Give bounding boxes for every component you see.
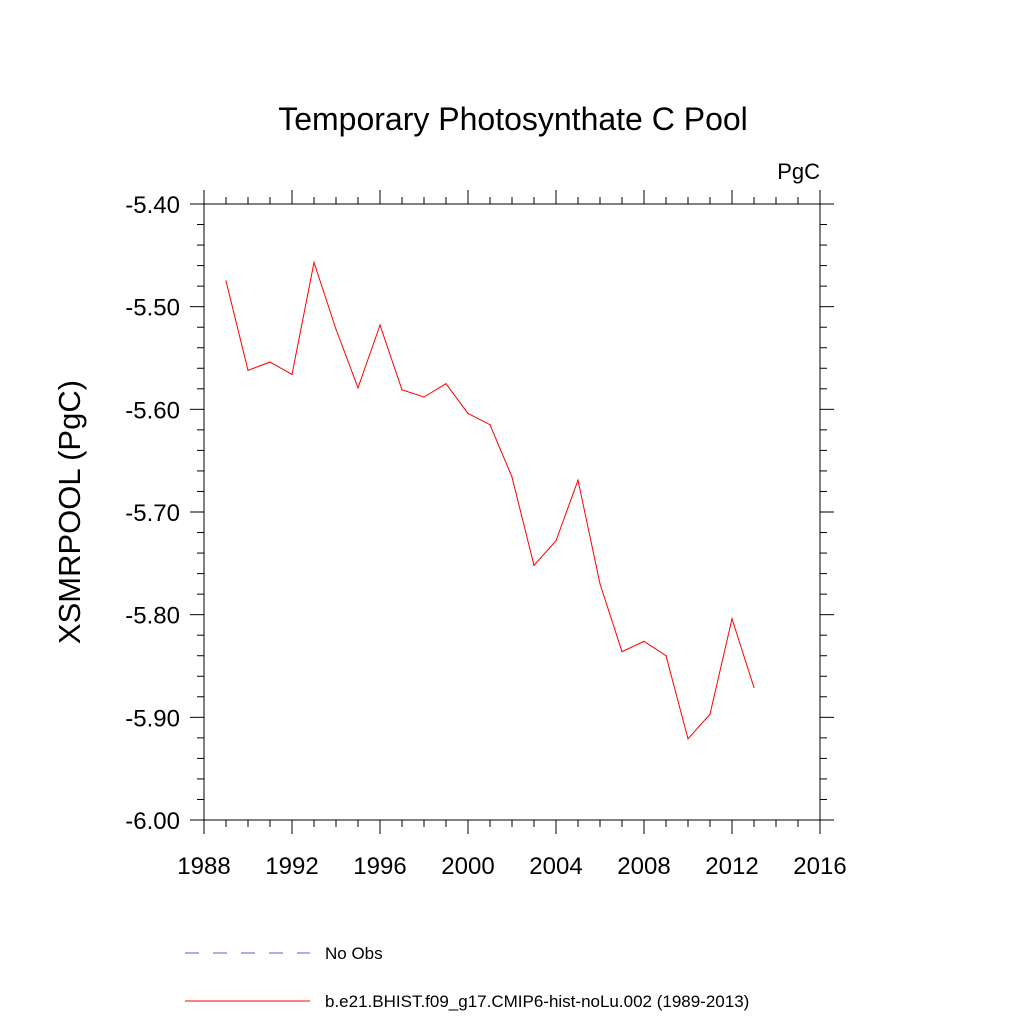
y-tick-label: -5.60 [125, 397, 180, 424]
data-point [335, 328, 337, 330]
x-tick-label: 2012 [705, 853, 758, 880]
data-point [379, 324, 381, 326]
data-point [423, 396, 425, 398]
y-axis-label: XSMRPOOL (PgC) [52, 380, 87, 644]
data-point [533, 564, 535, 566]
x-tick-label: 2000 [441, 853, 494, 880]
data-point [489, 424, 491, 426]
data-point [621, 651, 623, 653]
data-point [555, 540, 557, 542]
data-point [577, 479, 579, 481]
data-point [511, 476, 513, 478]
y-axis: -6.00 -5.90 -5.80 -5.70 -5.60 -5.50 -5.40 [125, 192, 834, 835]
data-point [445, 383, 447, 385]
data-point [467, 412, 469, 415]
data-point [753, 686, 755, 689]
x-tick-label: 1992 [265, 853, 318, 880]
data-point [313, 261, 315, 264]
legend-label-no-obs: No Obs [325, 944, 383, 963]
plot-frame [203, 203, 821, 821]
data-point [643, 640, 645, 642]
y-tick-label: -5.40 [125, 192, 180, 219]
units-label: PgC [777, 159, 820, 184]
x-axis: 1988 1992 1996 2000 2004 2008 2012 2016 [177, 190, 847, 880]
y-tick-label: -5.90 [125, 705, 180, 732]
series-line [225, 260, 755, 740]
x-tick-label: 1996 [353, 853, 406, 880]
data-point [269, 361, 271, 363]
y-tick-label: -5.50 [125, 295, 180, 322]
x-tick-label: 2004 [529, 853, 582, 880]
data-point [665, 655, 667, 657]
y-tick-label: -6.00 [125, 808, 180, 835]
legend: No Obs b.e21.BHIST.f09_g17.CMIP6-hist-no… [185, 944, 749, 1011]
x-tick-label: 2008 [617, 853, 670, 880]
series-layer [225, 260, 755, 740]
data-point [247, 369, 249, 371]
data-point [709, 713, 711, 715]
x-tick-label: 2016 [793, 853, 846, 880]
y-tick-label: -5.80 [125, 603, 180, 630]
data-point [357, 387, 359, 389]
data-point [401, 389, 403, 391]
data-point [599, 583, 601, 585]
data-point [731, 618, 733, 620]
chart-title: Temporary Photosynthate C Pool [278, 101, 748, 137]
legend-label-model: b.e21.BHIST.f09_g17.CMIP6-hist-noLu.002 … [325, 992, 749, 1011]
data-point [687, 738, 689, 740]
x-tick-label: 1988 [177, 853, 230, 880]
data-point [225, 280, 227, 282]
y-tick-label: -5.70 [125, 500, 180, 527]
data-point [291, 373, 293, 376]
